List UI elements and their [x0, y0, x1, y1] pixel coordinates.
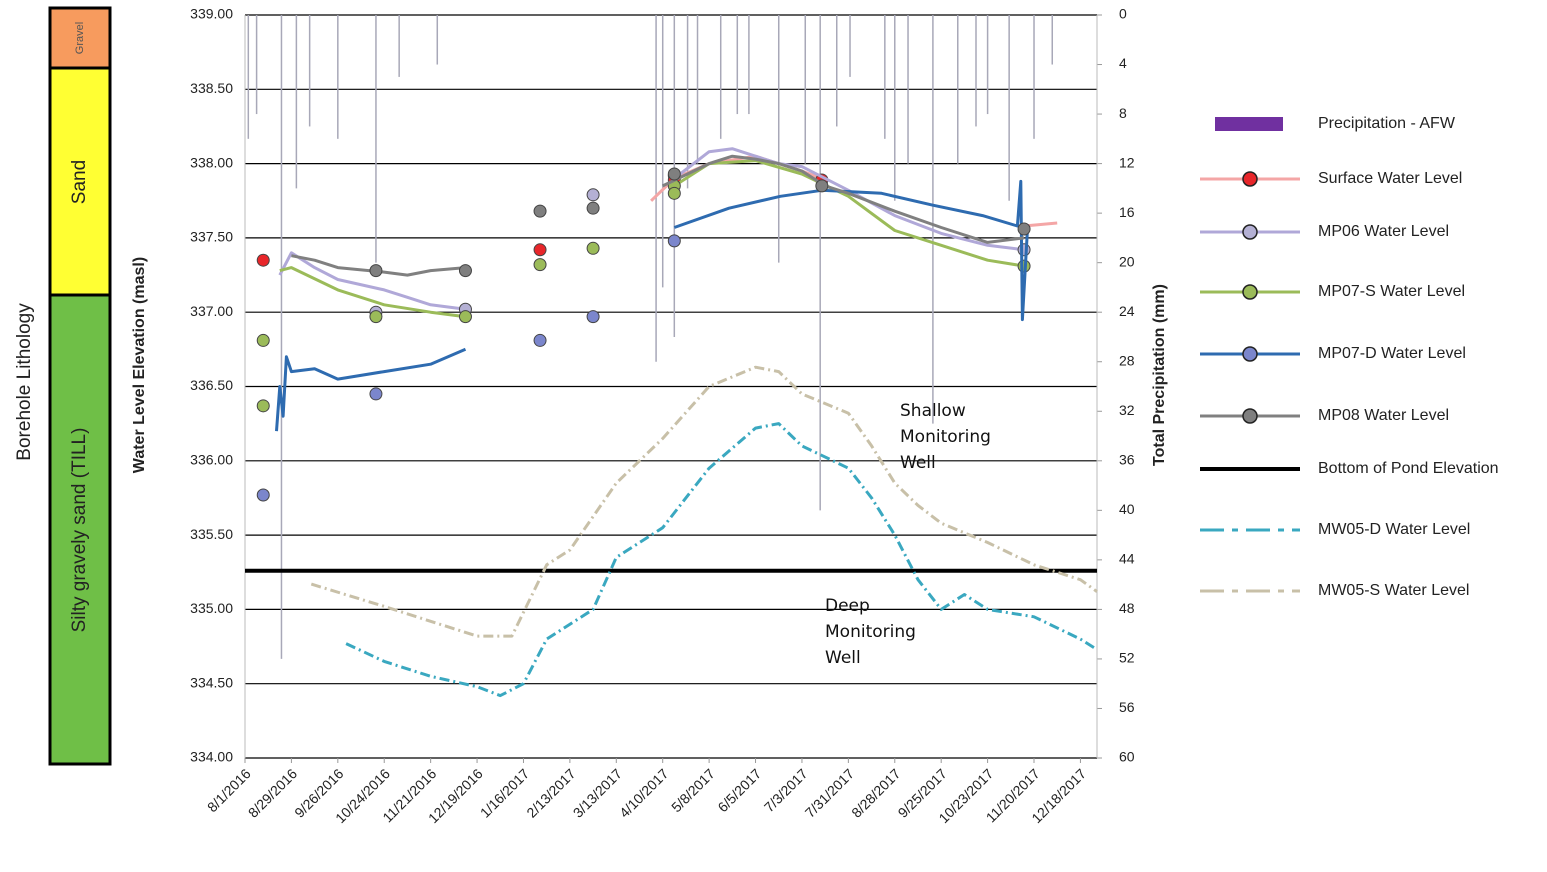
x-tick-label: 8/29/2016	[245, 765, 301, 821]
x-tick-label: 5/8/2017	[668, 765, 718, 815]
series-line	[278, 147, 1025, 311]
series-line	[345, 422, 1098, 698]
y-tick-label: 339.00	[190, 6, 233, 22]
legend-label: MP06 Water Level	[1318, 223, 1449, 240]
x-tick-label: 6/5/2017	[714, 765, 764, 815]
y2-tick-label: 44	[1119, 551, 1135, 567]
y-tick-label: 334.00	[190, 749, 233, 765]
y2-tick-label: 12	[1119, 154, 1135, 170]
y2-tick-label: 36	[1119, 452, 1135, 468]
y2-tick-label: 24	[1119, 303, 1135, 319]
lithology-column: Gravel Sand Silty gravely sand (TILL) Bo…	[14, 6, 112, 766]
annotation: Shallow Monitoring Well	[900, 401, 991, 473]
y2-tick-label: 48	[1119, 600, 1135, 616]
legend-label: MP07-S Water Level	[1318, 283, 1465, 300]
y2-tick-label: 28	[1119, 352, 1135, 368]
y2-tick-label: 4	[1119, 55, 1127, 71]
layer-label: Gravel	[74, 22, 86, 54]
data-point	[533, 333, 547, 347]
legend-label: MW05-D Water Level	[1318, 521, 1470, 538]
legend-marker	[1242, 408, 1258, 424]
y2-tick-label: 16	[1119, 204, 1135, 220]
layer-label: Silty gravely sand (TILL)	[69, 428, 90, 633]
data-point	[667, 167, 681, 181]
series-line	[279, 159, 1025, 319]
legend-marker	[1242, 224, 1258, 240]
legend-label: MP08 Water Level	[1318, 407, 1449, 424]
till-layer	[48, 293, 112, 766]
y-tick-label: 337.00	[190, 303, 233, 319]
data-point	[458, 310, 472, 324]
legend-label: MW05-S Water Level	[1318, 582, 1469, 599]
legend-marker	[1242, 346, 1258, 362]
data-point	[1017, 243, 1031, 257]
y-tick-label: 334.50	[190, 674, 233, 690]
sand-layer	[48, 66, 112, 297]
x-tick-label: 3/13/2017	[570, 765, 626, 821]
y2-axis-label: Total Precipitation (mm)	[1151, 284, 1168, 466]
annotation: Deep Monitoring Well	[825, 596, 916, 668]
y-tick-label: 335.00	[190, 600, 233, 616]
legend-marker	[1242, 284, 1258, 300]
y2-tick-label: 52	[1119, 650, 1135, 666]
y2-tick-label: 60	[1119, 749, 1135, 765]
y-tick-label: 338.00	[190, 154, 233, 170]
data-point	[369, 310, 383, 324]
legend-label: MP07-D Water Level	[1318, 345, 1466, 362]
y-tick-label: 336.00	[190, 452, 233, 468]
y2-tick-label: 8	[1119, 105, 1127, 121]
legend-label: Precipitation - AFW	[1318, 115, 1456, 132]
data-point	[458, 264, 472, 278]
data-point	[586, 201, 600, 215]
y-tick-label: 335.50	[190, 526, 233, 542]
x-tick-label: 1/16/2017	[477, 765, 533, 821]
y2-tick-label: 56	[1119, 699, 1135, 715]
y2-tick-label: 20	[1119, 253, 1135, 269]
layer-label: Sand	[69, 160, 90, 204]
data-point	[256, 399, 270, 413]
y-tick-label: 337.50	[190, 229, 233, 245]
y-tick-label: 336.50	[190, 377, 233, 393]
data-point	[667, 186, 681, 200]
y2-tick-label: 0	[1119, 6, 1127, 22]
data-point	[369, 387, 383, 401]
legend-label: Bottom of Pond Elevation	[1318, 460, 1499, 477]
data-point	[533, 243, 547, 257]
x-tick-label: 2/13/2017	[523, 765, 579, 821]
series-line	[291, 154, 1025, 277]
y-axis-label: Water Level Elevation (masl)	[131, 257, 148, 473]
data-point	[586, 241, 600, 255]
legend-marker	[1242, 171, 1258, 187]
data-point	[586, 188, 600, 202]
data-point	[256, 253, 270, 267]
data-point	[667, 234, 681, 248]
lithology-label: Borehole Lithology	[14, 303, 35, 461]
x-tick-label: 4/10/2017	[616, 765, 672, 821]
data-point	[533, 258, 547, 272]
data-point	[256, 488, 270, 502]
data-point	[815, 179, 829, 193]
legend-swatch	[1215, 117, 1283, 131]
x-tick-label: 7/31/2017	[802, 765, 858, 821]
y-tick-label: 338.50	[190, 80, 233, 96]
y2-tick-label: 32	[1119, 402, 1135, 418]
y2-tick-label: 40	[1119, 501, 1135, 517]
x-tick-label: 8/28/2017	[848, 765, 904, 821]
data-point	[1017, 222, 1031, 236]
data-point	[533, 204, 547, 218]
legend-label: Surface Water Level	[1318, 170, 1462, 187]
data-point	[256, 333, 270, 347]
data-point	[586, 310, 600, 324]
data-point	[369, 264, 383, 278]
